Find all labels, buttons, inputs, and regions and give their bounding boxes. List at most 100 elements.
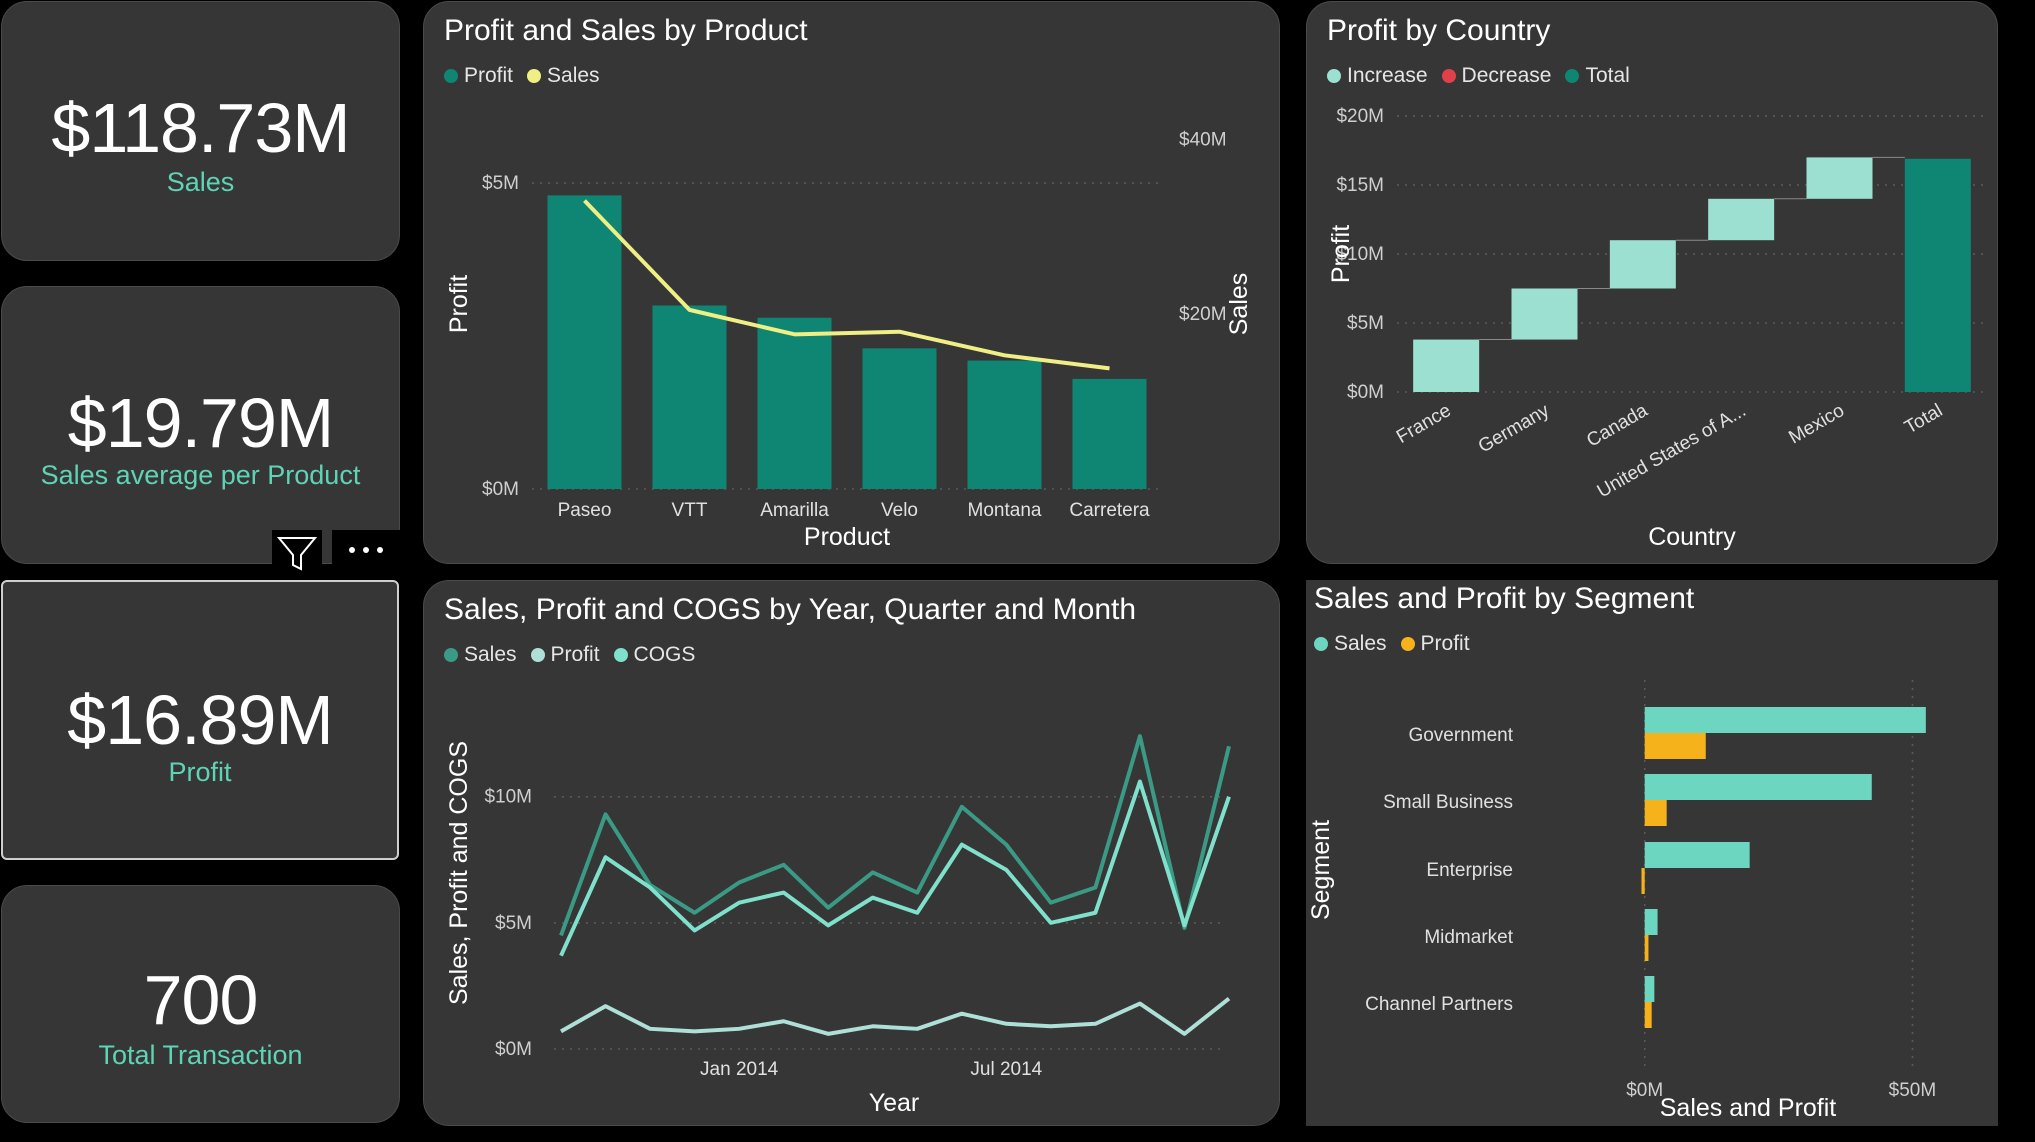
legend-dot-increase (1327, 69, 1341, 83)
panel-title: Sales and Profit by Segment (1314, 582, 1695, 615)
bar-increase (1609, 240, 1676, 289)
legend-dot-decrease (1441, 69, 1456, 83)
kpi-transactions-value: 700 (143, 961, 259, 1039)
bar-profit (1641, 868, 1645, 894)
panel-sales-profit-cogs-by-time[interactable]: Sales, Profit and COGS by Year, Quarter … (423, 580, 1280, 1126)
panel-profit-by-country[interactable]: Profit by Country Increase Decrease Tota… (1306, 1, 1998, 564)
legend-dot-profit (530, 648, 545, 662)
x-tick-label: Mexico (1785, 400, 1848, 448)
bar-profit (757, 317, 832, 489)
panel-title: Sales, Profit and COGS by Year, Quarter … (444, 593, 1137, 626)
legend-item-sales[interactable]: Sales (1314, 632, 1387, 656)
legend-dot-profit (1400, 637, 1415, 651)
kpi-card-profit[interactable]: $16.89M Profit (1, 580, 399, 860)
legend-item-profit[interactable]: Profit (444, 64, 513, 88)
y-tick-label: $5M (482, 173, 519, 194)
y-tick-label: $0M (495, 1039, 532, 1060)
sales-profit-by-segment-chart[interactable]: $0M $50M Government Small Business Enterpris… (1306, 580, 1998, 1126)
y-axis-title: Sales, Profit and COGS (445, 741, 473, 1005)
legend-label: Total (1585, 64, 1630, 87)
legend-item-profit[interactable]: Profit (530, 643, 600, 667)
kpi-profit-value: $16.89M (67, 681, 333, 759)
kpi-transactions-label: Total Transaction (98, 1040, 303, 1070)
x-tick-label: VTT (672, 500, 708, 521)
kpi-sales-average-value: $19.79M (67, 384, 334, 462)
line-sales (583, 199, 1110, 371)
y2-tick-label: $20M (1179, 304, 1227, 325)
bar-sales (1644, 976, 1655, 1002)
bar-increase (1413, 339, 1480, 392)
filter-icon (276, 537, 318, 571)
legend-item-sales[interactable]: Sales (444, 643, 517, 667)
legend-label: COGS (633, 643, 696, 666)
line-profit (560, 996, 1231, 1036)
legend-item-cogs[interactable]: COGS (613, 643, 696, 667)
x-tick-label: Jan 2014 (700, 1059, 779, 1080)
y-axis-title: Profit (1327, 225, 1355, 283)
x-tick-label: Germany (1475, 400, 1554, 458)
y-axis-title: Segment (1307, 820, 1335, 920)
profit-sales-by-product-chart[interactable]: $0M $5M $20M $40M Paseo VTT Amarilla Velo Montan… (424, 2, 1281, 565)
filter-button[interactable] (272, 530, 322, 578)
y-tick-label: $20M (1336, 106, 1384, 127)
x-axis-title: Product (804, 523, 890, 551)
legend-dot-sales (444, 648, 458, 662)
sales-profit-cogs-chart[interactable]: $0M $5M $10M Jan 2014 Jul 2014 Year Sales, Pro… (424, 581, 1281, 1127)
y-tick-label: $5M (495, 913, 532, 934)
bar-sales (1644, 774, 1872, 800)
kpi-sales-value: $118.73M (51, 89, 350, 167)
legend-label: Profit (1420, 632, 1470, 655)
x-tick-label: France (1393, 400, 1455, 448)
y-tick-label: $0M (1347, 382, 1384, 403)
kpi-card-sales[interactable]: $118.73M Sales (1, 1, 400, 261)
y-tick-label: $15M (1336, 175, 1384, 196)
legend-dot-cogs (613, 648, 628, 662)
bar-profit (967, 360, 1042, 489)
legend-item-profit[interactable]: Profit (1400, 632, 1470, 656)
bar-increase (1511, 288, 1578, 340)
legend-item-increase[interactable]: Increase (1327, 64, 1428, 88)
x-axis-title: Year (869, 1089, 920, 1117)
y-tick-label: Government (1408, 725, 1513, 746)
legend-item-total[interactable]: Total (1565, 64, 1630, 88)
y2-tick-label: $40M (1179, 129, 1227, 150)
legend-dot-profit (444, 69, 458, 83)
legend-item-sales[interactable]: Sales (527, 64, 600, 88)
y-tick-label: $10M (1336, 244, 1384, 265)
legend-item-decrease[interactable]: Decrease (1441, 64, 1551, 88)
x-tick-label: $50M (1889, 1080, 1937, 1101)
x-axis-title: Sales and Profit (1660, 1094, 1837, 1122)
legend-label: Sales (464, 643, 517, 666)
bar-profit (652, 305, 727, 489)
line-cogs (559, 779, 1231, 957)
legend-label: Sales (1334, 632, 1387, 655)
bar-profit (1644, 733, 1706, 759)
y-tick-label: $10M (484, 787, 532, 808)
y-tick-label: Channel Partners (1365, 994, 1513, 1015)
y2-axis-title: Sales (1225, 273, 1253, 336)
legend: Sales Profit COGS (444, 643, 695, 667)
x-tick-label: Montana (968, 500, 1042, 521)
kpi-card-sales-average[interactable]: $19.79M Sales average per Product (1, 286, 400, 564)
legend-dot-total (1565, 69, 1580, 83)
y-tick-label: Enterprise (1426, 860, 1513, 881)
bar-profit (862, 348, 937, 489)
bar-profit (1644, 1002, 1652, 1028)
more-options-button[interactable] (332, 530, 400, 570)
x-tick-label: Carretera (1069, 500, 1150, 521)
x-tick-label: Amarilla (760, 500, 829, 521)
kpi-sales-label: Sales (166, 167, 235, 197)
bar-profit (1644, 800, 1667, 826)
x-axis-title: Country (1648, 523, 1736, 551)
x-tick-label: Velo (881, 500, 918, 521)
x-tick-label: Jul 2014 (970, 1059, 1042, 1080)
legend-dot-sales (527, 69, 542, 83)
panel-profit-sales-by-product[interactable]: Profit and Sales by Product Profit Sales… (423, 1, 1280, 564)
legend-label: Sales (547, 64, 600, 87)
kpi-card-total-transaction[interactable]: 700 Total Transaction (1, 885, 400, 1123)
kpi-sales-average-label: Sales average per Product (40, 460, 361, 490)
panel-sales-profit-by-segment[interactable]: Sales and Profit by Segment Sales Profit… (1306, 580, 1998, 1126)
x-tick-label: Canada (1583, 400, 1652, 452)
kpi-profit-label: Profit (168, 757, 232, 787)
